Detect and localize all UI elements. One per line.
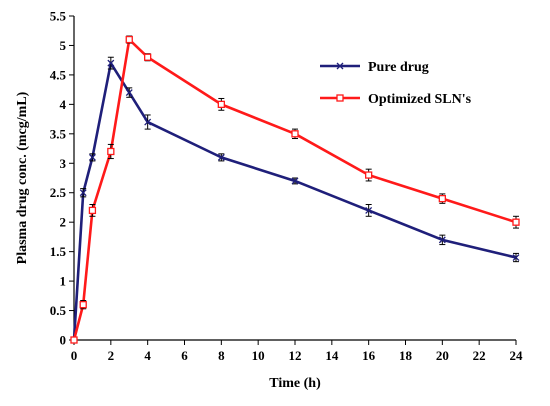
data-point (438, 194, 446, 203)
legend: Pure drug Optimized SLN's (320, 60, 472, 107)
series-1 (70, 35, 520, 344)
data-point (144, 53, 152, 61)
marker-stroke (438, 236, 446, 244)
data-point (512, 254, 520, 261)
marker-stroke (336, 62, 344, 70)
data-point (107, 59, 115, 67)
legend-item-1: Optimized SLN's (320, 92, 472, 107)
marker-stroke (107, 59, 115, 67)
marker-stroke (217, 153, 225, 161)
data-point (70, 336, 78, 344)
y-tick-label: 1.5 (50, 244, 67, 259)
data-point (144, 118, 152, 126)
x-tick-label: 20 (436, 348, 449, 363)
legend-label: Pure drug (368, 60, 429, 75)
data-point (88, 206, 97, 215)
y-tick-label: 3 (60, 156, 67, 171)
y-tick-label: 5 (60, 38, 67, 53)
x-tick-label: 24 (510, 348, 524, 363)
data-point (438, 236, 446, 244)
x-tick-label: 0 (71, 348, 78, 363)
marker-stroke (512, 254, 520, 261)
y-axis-title: Plasma drug conc. (mcg/mL) (15, 91, 30, 264)
y-tick-label: 2 (60, 215, 67, 230)
axes: 00.511.522.533.544.555.50 2 4 6 8 10 12 14 16 18 2… (50, 9, 523, 364)
data-point (88, 153, 96, 161)
legend-marker (336, 94, 344, 102)
data-point (79, 301, 87, 309)
y-tick-label: 1 (60, 274, 67, 289)
x-tick-label: 18 (399, 348, 413, 363)
data-point (79, 189, 87, 197)
marker-stroke (144, 118, 152, 126)
x-tick-label: 2 (108, 348, 115, 363)
marker-stroke (291, 177, 299, 185)
y-tick-label: 0.5 (50, 303, 67, 318)
data-point (365, 206, 373, 214)
data-point (291, 130, 299, 138)
legend-item-0: Pure drug (320, 60, 429, 75)
data-point (125, 35, 133, 44)
x-tick-label: 10 (252, 348, 265, 363)
x-tick-label: 4 (144, 348, 151, 363)
legend-marker (336, 62, 344, 70)
marker-stroke (88, 153, 96, 161)
x-tick-label: 22 (473, 348, 486, 363)
data-point (291, 177, 299, 185)
y-tick-label: 0 (60, 333, 67, 348)
data-point (365, 171, 373, 179)
x-tick-label: 8 (218, 348, 225, 363)
marker-stroke (79, 189, 87, 197)
y-tick-label: 3.5 (50, 126, 67, 141)
y-tick-label: 4.5 (50, 67, 67, 82)
y-tick-label: 5.5 (50, 9, 67, 24)
data-point (512, 218, 520, 226)
legend-label: Optimized SLN's (368, 92, 472, 107)
series-layer (70, 35, 520, 344)
series-line (72, 38, 517, 341)
marker-stroke (365, 206, 373, 214)
data-point (217, 153, 225, 161)
data-point (125, 89, 133, 97)
marker-stroke (125, 89, 133, 97)
data-point (217, 100, 225, 109)
y-tick-label: 2.5 (50, 185, 67, 200)
x-axis-title: Time (h) (269, 376, 321, 391)
data-point (107, 147, 115, 156)
x-tick-label: 16 (362, 348, 376, 363)
x-tick-label: 12 (289, 348, 302, 363)
x-tick-label: 14 (325, 348, 339, 363)
y-tick-label: 4 (60, 97, 67, 112)
series-0 (70, 56, 520, 344)
x-tick-label: 6 (181, 348, 188, 363)
